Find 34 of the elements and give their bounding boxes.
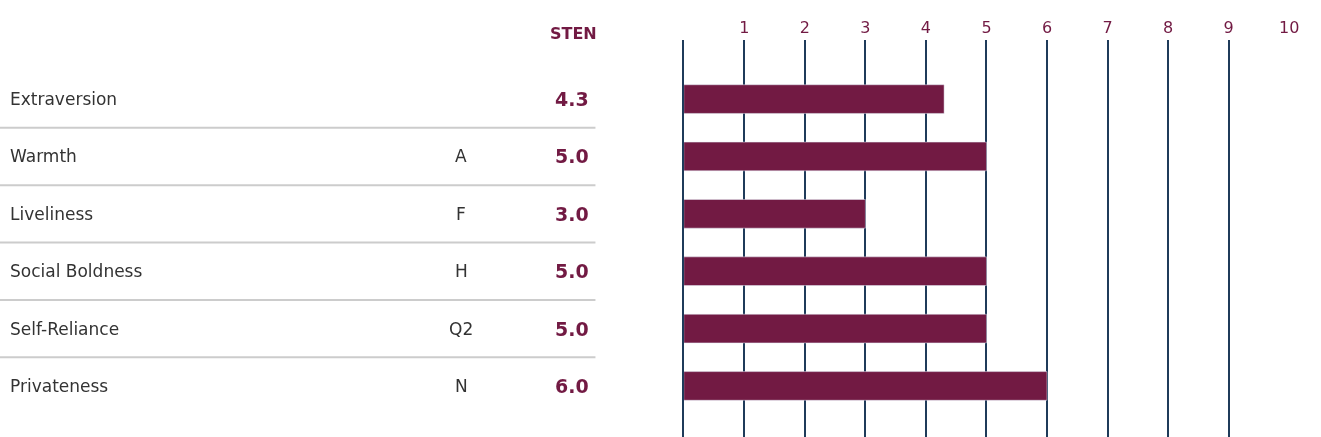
x2-tick-label: 9 xyxy=(1223,17,1234,37)
text: Q2 xyxy=(449,319,474,339)
text: N xyxy=(455,376,468,396)
text: H xyxy=(455,261,468,281)
x2-tick-label: 10 xyxy=(1278,17,1300,37)
bar xyxy=(683,141,987,172)
bar xyxy=(683,371,1048,401)
bar xyxy=(683,199,866,229)
x2-tick-label: 8 xyxy=(1163,17,1174,37)
data-label: 5.0 xyxy=(555,318,589,340)
y-tick-label: Privateness xyxy=(10,376,109,396)
y-tick-label: Warmth xyxy=(10,146,77,166)
data-label: 5.0 xyxy=(555,145,589,167)
x2-tick-label: 5 xyxy=(981,17,992,37)
x2-tick-label: 3 xyxy=(860,17,871,37)
data-label: 4.3 xyxy=(555,88,589,110)
data-label: 5.0 xyxy=(555,260,589,282)
text: STEN xyxy=(550,24,597,43)
text: A xyxy=(455,146,467,166)
x2-tick-label: 7 xyxy=(1102,17,1113,37)
x2-tick-label: 4 xyxy=(920,17,932,37)
data-label: 3.0 xyxy=(555,203,589,225)
text: F xyxy=(456,204,466,224)
y-tick-label: Extraversion xyxy=(10,89,118,109)
data-label: 6.0 xyxy=(555,375,589,397)
bar xyxy=(683,256,987,286)
x2-tick-label: 2 xyxy=(799,17,810,37)
x2-tick-label: 1 xyxy=(739,17,750,37)
bar xyxy=(683,313,987,344)
y-tick-label: Social Boldness xyxy=(10,261,143,281)
y-tick-label: Liveliness xyxy=(10,204,94,224)
y-tick-label: Self-Reliance xyxy=(10,319,120,339)
bar xyxy=(683,84,945,114)
x2-tick-label: 6 xyxy=(1041,17,1053,37)
